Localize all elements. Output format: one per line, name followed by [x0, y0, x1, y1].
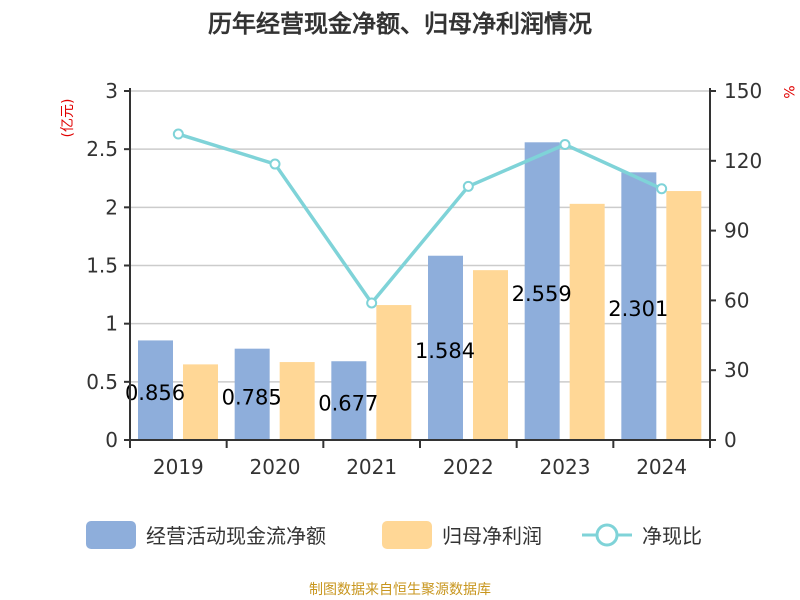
legend-label-ratio: 净现比: [642, 524, 702, 548]
left-tick-label: 0.5: [86, 370, 118, 394]
x-tick-label: 2023: [540, 455, 591, 479]
bar-cashflow: [234, 348, 270, 440]
bar-profit: [473, 270, 508, 440]
right-tick-label: 120: [724, 149, 762, 173]
bar-value-label: 2.559: [512, 282, 572, 306]
ratio-line: [177, 132, 663, 306]
left-tick-label: 1: [105, 312, 118, 336]
legend-swatch-cashflow: [86, 521, 136, 549]
bar-value-label: 0.856: [125, 381, 185, 405]
source-note: 制图数据来自恒生聚源数据库: [309, 582, 491, 598]
right-tick-label: 60: [724, 288, 749, 312]
ratio-point: [462, 180, 474, 192]
bar-value-label: 1.584: [415, 339, 475, 363]
ratio-point: [559, 139, 571, 151]
right-tick-label: 0: [724, 428, 737, 452]
right-tick-label: 150: [724, 79, 762, 103]
legend-swatch-profit: [382, 521, 432, 549]
bar-cashflow: [428, 255, 463, 440]
bar-profit: [279, 362, 315, 440]
right-tick-label: 90: [724, 219, 749, 243]
x-tick-label: 2019: [153, 455, 204, 479]
bar-profit: [183, 364, 218, 440]
left-tick-label: 0: [105, 428, 118, 452]
x-tick-label: 2022: [443, 455, 494, 479]
legend: 经营活动现金流净额 归母净利润 净现比: [86, 521, 702, 549]
bar-cashflow: [331, 361, 367, 440]
legend-label-profit: 归母净利润: [442, 524, 542, 548]
ratio-point: [269, 158, 281, 170]
legend-label-cashflow: 经营活动现金流净额: [146, 524, 326, 548]
x-tick-label: 2024: [636, 455, 687, 479]
left-tick-label: 2.5: [86, 137, 118, 161]
ratio-point: [366, 297, 378, 309]
bar-cashflow: [621, 172, 657, 440]
bar-cashflow: [138, 340, 173, 440]
legend-marker-ratio: [595, 523, 619, 547]
right-axis-label: %: [780, 85, 796, 98]
left-tick-label: 2: [105, 195, 118, 219]
ratio-point: [656, 183, 668, 195]
bar-profit: [666, 191, 702, 440]
bar-value-label: 0.677: [318, 392, 378, 416]
left-axis-label: (亿元): [60, 99, 76, 138]
bar-profit: [376, 305, 412, 440]
left-tick-label: 1.5: [86, 254, 118, 278]
left-tick-label: 3: [105, 79, 118, 103]
ratio-point: [172, 128, 184, 140]
chart-title: 历年经营现金净额、归母净利润情况: [208, 10, 592, 38]
x-tick-label: 2020: [250, 455, 301, 479]
bar-profit: [569, 203, 605, 440]
bar-value-label: 0.785: [222, 385, 282, 409]
bar-value-label: 2.301: [608, 297, 668, 321]
right-tick-label: 30: [724, 358, 749, 382]
x-tick-label: 2021: [346, 455, 397, 479]
bar-cashflow: [524, 142, 560, 441]
